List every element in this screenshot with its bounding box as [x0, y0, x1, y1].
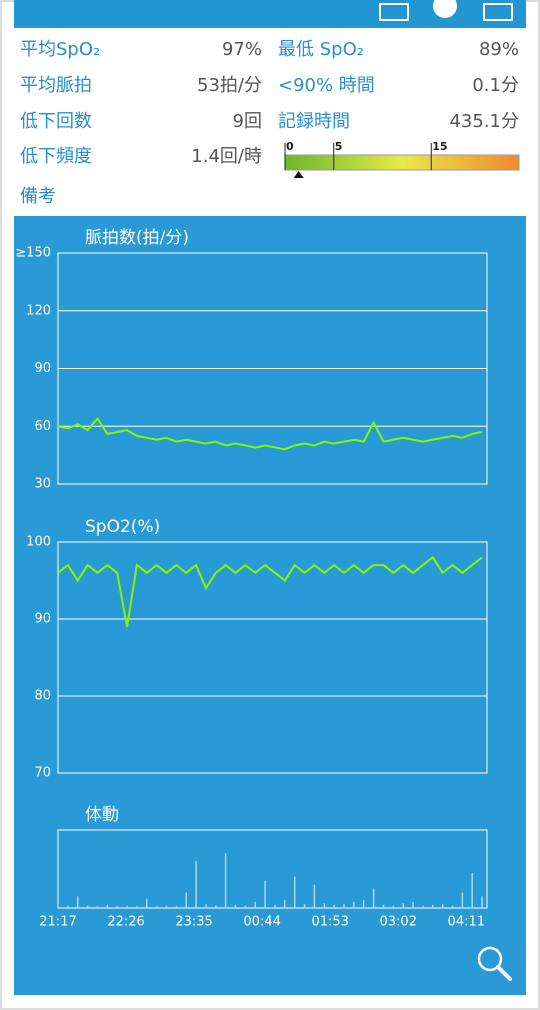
movement-bar [402, 903, 404, 908]
chart-panel [14, 216, 526, 995]
movement-bar [215, 905, 217, 908]
gauge-bar [284, 154, 520, 171]
stat-label: 低下回数 [20, 111, 92, 132]
movement-bar [67, 905, 69, 908]
movement-bar [264, 880, 266, 908]
movement-bar [165, 905, 168, 908]
stat-label: 低下頻度 [20, 146, 92, 167]
stat-value: 435.1分 [449, 111, 519, 132]
movement-bar [422, 905, 424, 908]
movement-bar [362, 900, 365, 908]
plot-frame [57, 829, 488, 909]
y-tick-label: 90 [34, 361, 51, 376]
data-line [57, 416, 483, 451]
y-tick-label: 90 [34, 612, 51, 627]
movement-bar [293, 876, 296, 908]
x-tick-label: 01:53 [311, 915, 348, 930]
movement-bar [106, 904, 109, 908]
header-icon[interactable] [483, 3, 513, 21]
movement-bar [451, 905, 454, 908]
x-tick-label: 21:17 [39, 915, 76, 930]
x-tick-label: 23:35 [175, 915, 212, 930]
movement-bar [372, 888, 375, 908]
movement-bar [116, 906, 118, 908]
chart-title: 脈拍数(拍/分) [85, 228, 189, 248]
movement-bar [343, 904, 345, 908]
movement-bar [155, 906, 158, 908]
movement-bar [481, 896, 483, 908]
gauge-marker [293, 171, 304, 178]
movement-bar [432, 904, 434, 908]
chart-title: SpO2(%) [85, 517, 160, 537]
y-tick-label: 100 [26, 535, 51, 550]
header-icon[interactable] [379, 3, 409, 21]
data-line [57, 555, 483, 627]
movement-bar [195, 861, 197, 908]
movement-bar [441, 904, 444, 908]
stat-value: 9回 [233, 111, 262, 132]
movement-bar [284, 900, 286, 908]
y-tick-label: 30 [34, 477, 51, 492]
y-tick-label: 70 [34, 766, 51, 781]
gauge-tick-label: 5 [335, 140, 343, 153]
movement-bar [126, 905, 128, 908]
movement-bar [313, 884, 316, 908]
y-tick-label: 120 [26, 303, 51, 318]
movement-bar [175, 906, 178, 908]
stat-label: 平均脈拍 [20, 75, 92, 96]
movement-bar [205, 904, 207, 908]
movement-bar [254, 901, 256, 908]
movement-bar [303, 904, 306, 908]
x-tick-label: 03:02 [380, 915, 417, 930]
stat-value: 97% [222, 39, 262, 60]
stat-label: <90% 時間 [278, 75, 375, 96]
stat-label: 最低 SpO₂ [278, 39, 364, 60]
zoom-icon[interactable] [477, 946, 512, 981]
stat-label: 平均SpO₂ [20, 39, 100, 60]
y-tick-label: 80 [34, 689, 51, 704]
movement-bar [412, 901, 414, 908]
note-label[interactable]: 備考 [20, 186, 56, 207]
stat-value: 89% [479, 39, 519, 60]
movement-bar [76, 896, 79, 908]
movement-bar [392, 905, 395, 908]
movement-bar [323, 903, 326, 908]
y-tick-label: ≥150 [15, 246, 51, 261]
chart-title: 体動 [85, 805, 119, 825]
movement-bar [471, 872, 473, 908]
gauge-tick-label: 0 [286, 140, 294, 153]
movement-bar [57, 906, 59, 908]
x-tick-label: 04:11 [448, 915, 485, 930]
movement-bar [185, 892, 187, 908]
movement-bar [461, 892, 464, 908]
x-tick-label: 00:44 [243, 915, 280, 930]
stat-value: 1.4回/時 [191, 146, 262, 167]
movement-bar [244, 905, 247, 908]
movement-bar [274, 904, 276, 908]
y-tick-label: 60 [34, 419, 51, 434]
stat-label: 記録時間 [278, 111, 350, 132]
gauge-tick-label: 15 [432, 140, 447, 153]
movement-bar [86, 905, 89, 908]
movement-bar [382, 904, 385, 908]
movement-bar [353, 901, 355, 908]
movement-bar [146, 898, 148, 908]
movement-bar [224, 853, 227, 908]
movement-bar [136, 906, 138, 908]
stat-value: 53拍/分 [197, 75, 262, 96]
stat-value: 0.1分 [472, 75, 519, 96]
movement-bar [333, 904, 335, 908]
x-tick-label: 22:26 [107, 915, 144, 930]
movement-bar [234, 904, 237, 908]
header-icon[interactable] [433, 0, 457, 18]
movement-bar [96, 906, 99, 908]
